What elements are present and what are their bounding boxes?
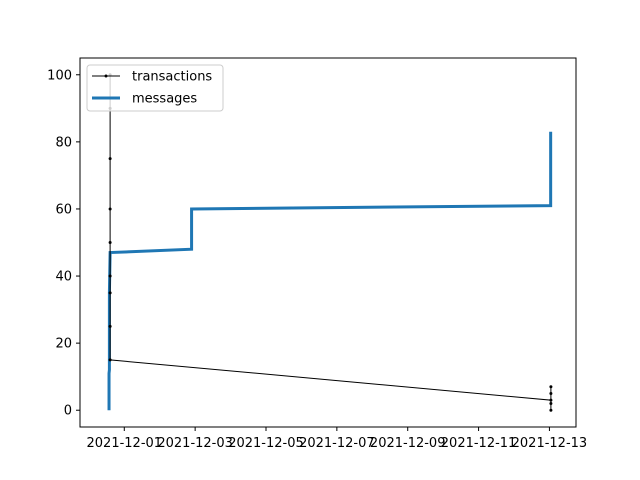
plot-frame: [79, 57, 577, 428]
legend-marker-transactions: [104, 74, 108, 78]
data-point-transactions-9: [549, 398, 553, 402]
data-point-transactions-6: [108, 324, 112, 328]
x-tick-label: 2021-12-13: [512, 436, 588, 451]
y-tick-label: 100: [47, 68, 72, 83]
y-tick-label: 80: [55, 135, 72, 150]
x-tick-label: 2021-12-03: [157, 436, 233, 451]
x-tick-label: 2021-12-11: [441, 436, 517, 451]
x-tick-label: 2021-12-05: [228, 436, 304, 451]
data-point-transactions-5: [108, 274, 112, 278]
data-point-transactions-11: [549, 391, 553, 395]
legend: transactions messages: [86, 64, 224, 112]
data-point-transactions-10: [549, 385, 553, 389]
data-point-transactions-13: [549, 408, 553, 412]
data-point-transactions-3: [108, 207, 112, 211]
data-point-transactions-7: [108, 291, 112, 295]
x-tick-label: 2021-12-07: [299, 436, 375, 451]
data-point-transactions-12: [549, 402, 553, 406]
x-tick-label: 2021-12-01: [87, 436, 163, 451]
data-point-transactions-2: [108, 157, 112, 161]
y-tick-label: 0: [64, 404, 72, 419]
legend-label-transactions: transactions: [132, 70, 212, 85]
y-tick-label: 60: [55, 202, 72, 217]
data-point-transactions-4: [108, 241, 112, 244]
series-layer: [107, 73, 553, 412]
y-tick-label: 40: [55, 270, 72, 285]
x-tick-label: 2021-12-09: [370, 436, 446, 451]
plot-area: [80, 58, 576, 427]
legend-label-messages: messages: [132, 92, 197, 107]
legend-box: [86, 64, 224, 112]
data-point-transactions-8: [108, 358, 112, 362]
axes-layer: 0204060801002021-12-012021-12-032021-12-…: [47, 57, 588, 451]
y-tick-label: 20: [55, 337, 72, 352]
